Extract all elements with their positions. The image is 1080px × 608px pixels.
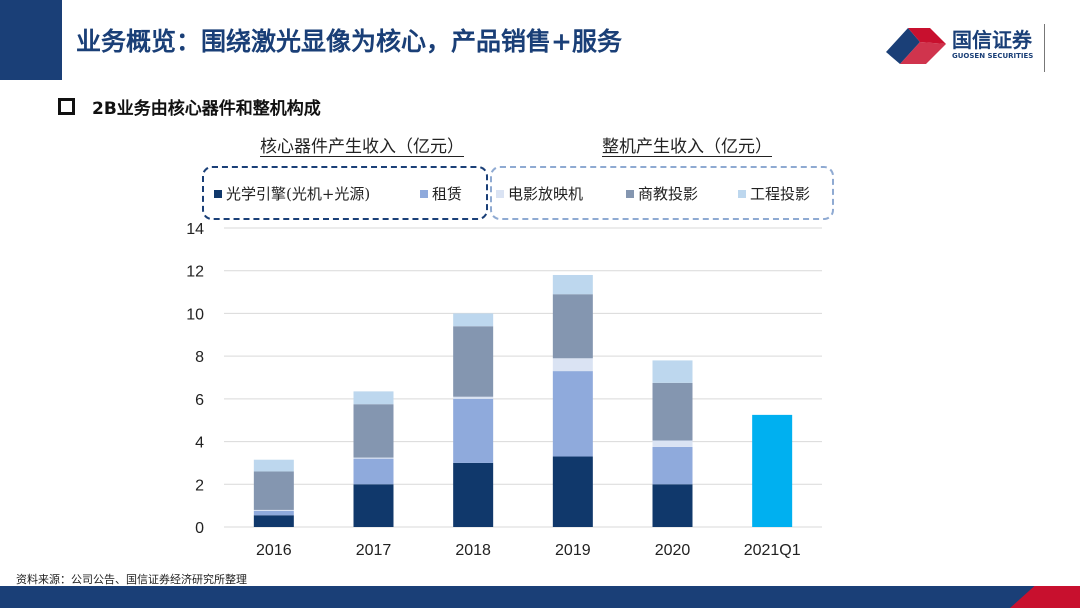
legend-label: 工程投影: [750, 185, 811, 203]
legend-item-cinema: 电影放映机: [496, 183, 583, 204]
bar-segment: [652, 360, 693, 383]
legend-swatch-icon: [496, 190, 504, 198]
legend-swatch-icon: [214, 190, 222, 198]
bar-segment: [552, 456, 593, 527]
x-tick-label: 2021Q1: [744, 542, 801, 559]
y-tick-label: 4: [195, 435, 204, 452]
legend-label: 商教投影: [638, 185, 699, 203]
bar-segment: [353, 484, 394, 527]
bar-segment: [552, 358, 593, 372]
core-components-label: 核心器件产生收入（亿元）: [260, 137, 464, 157]
bar-segment: [353, 457, 394, 459]
bar-segment: [652, 382, 693, 441]
y-tick-label: 8: [195, 349, 204, 366]
source-note: 资料来源：公司公告、国信证券经济研究所整理: [16, 573, 247, 586]
x-tick-label: 2017: [356, 542, 392, 559]
bar-segment: [453, 326, 494, 397]
whole-machine-label: 整机产生收入（亿元）: [602, 137, 772, 157]
legend-label: 租赁: [432, 185, 463, 203]
company-logo: 国信证券 GUOSEN SECURITIES: [886, 22, 1056, 74]
bar-segment: [453, 462, 494, 527]
legend-group-core: [202, 166, 488, 220]
x-tick-label: 2018: [455, 542, 491, 559]
bar-segment: [552, 274, 593, 295]
logo-subtitle: GUOSEN SECURITIES: [952, 52, 1034, 60]
legend-item-commercial: 商教投影: [626, 183, 698, 204]
legend-group-machine: [490, 166, 834, 220]
y-tick-label: 6: [195, 392, 204, 409]
bar-segment: [253, 510, 294, 516]
bar-segment: [353, 458, 394, 485]
bar-segment: [253, 509, 294, 511]
bar-segment: [253, 471, 294, 510]
y-tick-label: 10: [186, 306, 204, 323]
y-tick-label: 0: [195, 520, 204, 537]
x-tick-label: 2016: [256, 542, 292, 559]
x-tick-label: 2019: [555, 542, 591, 559]
bar-segment: [652, 440, 693, 447]
legend-swatch-icon: [626, 190, 634, 198]
legend-label: 电影放映机: [508, 185, 584, 203]
y-tick-label: 2: [195, 477, 204, 494]
bar-segment: [253, 459, 294, 472]
legend-label: 光学引擎(光机+光源): [226, 185, 371, 203]
bar-segment: [253, 515, 294, 527]
legend-item-optical-engine: 光学引擎(光机+光源): [214, 183, 370, 204]
bar-segment: [453, 398, 494, 463]
legend-swatch-icon: [420, 190, 428, 198]
logo-name: 国信证券: [952, 28, 1032, 52]
footer-bar: [0, 586, 1080, 608]
legend-item-rental: 租赁: [420, 183, 462, 204]
section-subtitle: 2B业务由核心器件和整机构成: [92, 99, 321, 119]
y-tick-label: 12: [186, 264, 204, 281]
title-accent-bar: [0, 0, 62, 80]
bar-segment: [453, 396, 494, 399]
bar-segment: [752, 414, 793, 527]
legend-item-engineering: 工程投影: [738, 183, 810, 204]
bar-segment: [552, 371, 593, 457]
bar-segment: [453, 313, 494, 327]
x-tick-label: 2020: [655, 542, 691, 559]
bullet-square-icon: [58, 98, 75, 115]
legend-swatch-icon: [738, 190, 746, 198]
bar-segment: [652, 484, 693, 527]
bar-segment: [353, 404, 394, 458]
page-title: 业务概览：围绕激光显像为核心，产品销售+服务: [76, 27, 622, 56]
bar-segment: [652, 446, 693, 485]
bar-segment: [353, 391, 394, 405]
logo-divider: [1044, 24, 1045, 72]
bar-segment: [552, 294, 593, 359]
y-tick-label: 14: [186, 221, 204, 238]
logo-mark-icon: [886, 28, 946, 64]
